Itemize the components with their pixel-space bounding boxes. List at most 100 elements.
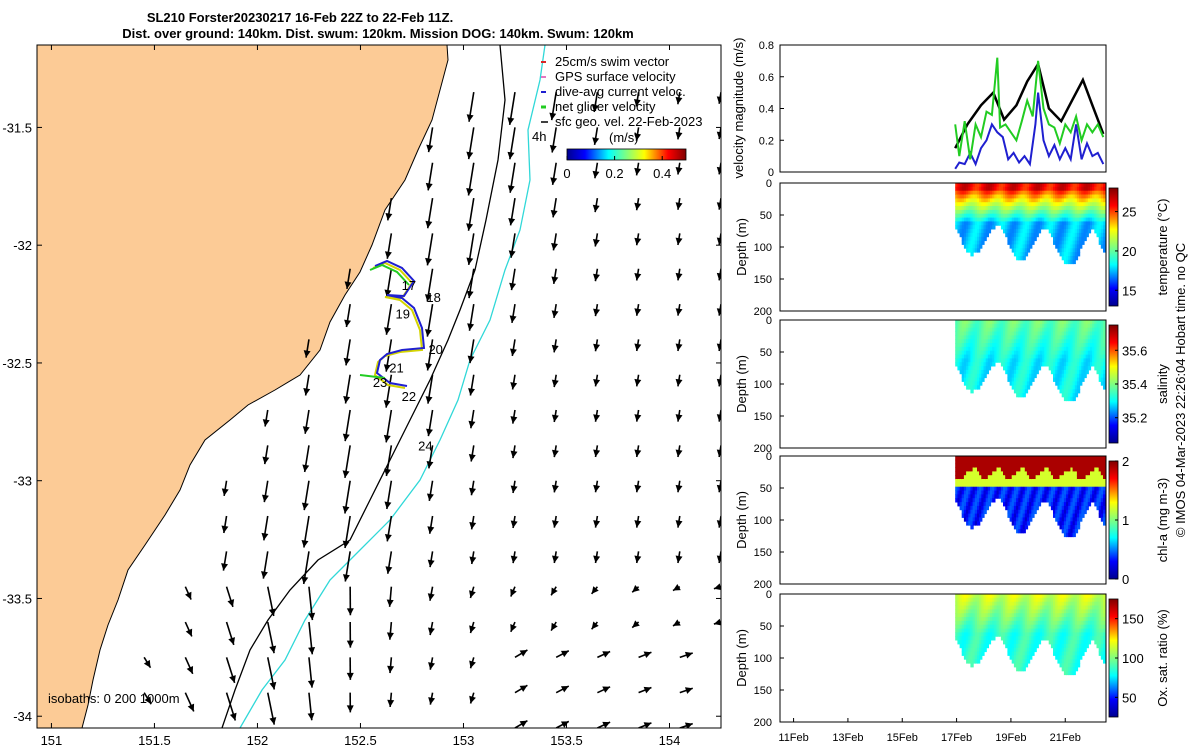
depth-tick: 150 xyxy=(754,685,772,697)
isobath-legend: isobaths: 0 200 1000m xyxy=(48,691,180,706)
velocity-arrow xyxy=(466,91,475,122)
colorbar-tick: 35.6 xyxy=(1122,343,1147,358)
velocity-arrow xyxy=(675,197,683,210)
map-ytick-label: -32 xyxy=(13,238,32,253)
velocity-arrow xyxy=(720,691,721,693)
velocity-arrow xyxy=(551,374,559,388)
velocity-arrow xyxy=(262,445,270,465)
velocity-arrow xyxy=(431,727,433,728)
velocity-arrow xyxy=(225,657,236,684)
velocity-arrow xyxy=(550,586,558,596)
velocity-arrow xyxy=(593,374,601,387)
velocity-arrow xyxy=(301,480,310,511)
velocity-ytick: 0.2 xyxy=(759,135,774,147)
velocity-arrow xyxy=(467,303,475,331)
velocity-arrow xyxy=(634,233,642,246)
colorbar-tick: 20 xyxy=(1122,244,1136,259)
velocity-arrow xyxy=(510,586,517,597)
map-xtick-label: 152.5 xyxy=(344,733,377,748)
velocity-arrow xyxy=(675,551,683,564)
velocity-arrow xyxy=(428,657,435,670)
velocity-arrow xyxy=(675,480,683,493)
velocity-arrow xyxy=(550,197,558,218)
velocity-arrow xyxy=(466,127,475,160)
depth-tick: 50 xyxy=(760,621,772,633)
velocity-arrow xyxy=(634,445,642,458)
velocity-arrow xyxy=(185,727,187,728)
glider-track xyxy=(359,259,426,389)
velocity-arrow xyxy=(593,515,601,528)
velocity-arrow xyxy=(551,233,559,251)
velocity-arrow xyxy=(427,515,435,534)
velocity-arrow xyxy=(507,91,516,126)
velocity-arrow xyxy=(675,162,683,175)
velocity-arrow xyxy=(425,197,434,229)
velocity-arrow xyxy=(592,197,600,213)
velocity-arrow xyxy=(344,303,352,328)
section-panel: 0 50 100 150 200 Depth (m) 50 100 150 Ox. sat. ra… xyxy=(734,589,1170,729)
velocity-arrow xyxy=(593,551,601,564)
velocity-arrow xyxy=(427,621,435,636)
velocity-arrow xyxy=(342,551,351,582)
velocity-arrow xyxy=(634,268,642,281)
track-day-label: 18 xyxy=(426,290,440,305)
colorbar-tick: 25 xyxy=(1122,205,1136,220)
velocity-arrow xyxy=(346,586,354,616)
velocity-arrow xyxy=(679,722,693,728)
velocity-arrow xyxy=(510,445,518,459)
velocity-arrow xyxy=(590,621,599,630)
velocity-arrow xyxy=(638,722,652,728)
velocity-arrow xyxy=(631,620,640,629)
velocity-arrow xyxy=(675,127,683,140)
velocity-arrow xyxy=(510,409,518,424)
velocity-arrow xyxy=(261,551,269,579)
depth-tick: 100 xyxy=(754,515,772,527)
colorbar-tick: 0 xyxy=(563,166,570,181)
velocity-arrow xyxy=(675,409,683,422)
depth-tick: 50 xyxy=(760,210,772,222)
isobath-200m xyxy=(221,45,506,728)
section-variable-label: Ox. sat. ratio (%) xyxy=(1155,609,1170,707)
velocity-arrow xyxy=(675,339,683,352)
isobath-1000m xyxy=(239,45,546,728)
velocity-arrow xyxy=(225,621,236,646)
velocity-arrow xyxy=(679,687,693,694)
velocity-arrow xyxy=(514,684,528,694)
map-ytick-label: -31.5 xyxy=(2,120,32,135)
velocity-arrow xyxy=(384,233,393,259)
velocity-arrow xyxy=(672,584,681,592)
velocity-panel: 0 0.2 0.4 0.6 0.8 velocity magnitude (m/s) xyxy=(731,38,1107,179)
velocity-arrow xyxy=(514,649,528,659)
depth-tick: 0 xyxy=(766,315,772,327)
velocity-arrow xyxy=(343,339,351,366)
velocity-arrow xyxy=(267,727,269,728)
velocity-arrow xyxy=(514,719,528,728)
section-variable-label: salinity xyxy=(1155,364,1170,404)
velocity-arrow xyxy=(390,727,392,728)
time-tick-label: 15Feb xyxy=(887,732,918,744)
velocity-arrow xyxy=(509,339,517,357)
depth-tick: 100 xyxy=(754,242,772,254)
velocity-arrow xyxy=(675,233,683,246)
velocity-arrow xyxy=(386,621,394,640)
velocity-arrow xyxy=(301,551,310,585)
velocity-arrow xyxy=(266,586,276,617)
velocity-arrow xyxy=(468,409,476,429)
velocity-arrow xyxy=(679,651,693,659)
velocity-arrow xyxy=(551,268,559,285)
velocity-arrow xyxy=(508,197,516,226)
velocity-arrow xyxy=(509,268,517,291)
colorbar-tick: 0 xyxy=(1122,572,1129,587)
velocity-arrow xyxy=(551,515,559,528)
velocity-arrow xyxy=(555,720,570,728)
velocity-arrow xyxy=(634,303,642,316)
colorbar-tick: 0.2 xyxy=(606,166,624,181)
velocity-arrow xyxy=(634,480,642,493)
velocity-arrow xyxy=(675,91,683,105)
velocity-arrow xyxy=(551,339,559,353)
velocity-arrow xyxy=(346,622,354,648)
velocity-arrow xyxy=(302,445,310,473)
map-xtick-label: 152 xyxy=(247,733,269,748)
velocity-arrow xyxy=(342,480,351,514)
legend-sfc-geo-velocity: sfc geo. vel. 22-Feb-2023 xyxy=(555,114,702,129)
